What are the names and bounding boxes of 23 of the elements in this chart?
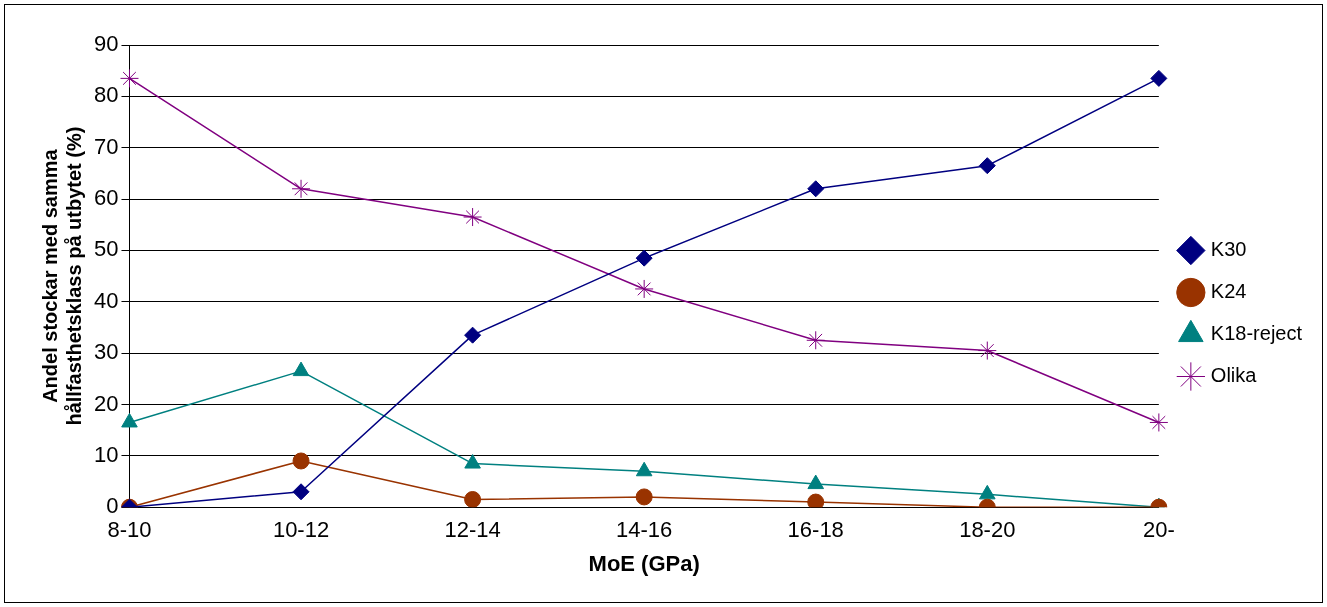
x-axis-title: MoE (GPa)	[588, 550, 700, 576]
y-tick-label: 0	[106, 493, 119, 519]
legend-label: K18-reject	[1210, 322, 1303, 345]
x-tick-label: 12-14	[444, 517, 501, 543]
x-tick-label: 20-	[1142, 517, 1175, 543]
y-tick-label: 60	[93, 185, 119, 211]
y-tick-label: 30	[93, 339, 119, 365]
y-tick-label: 50	[93, 236, 119, 262]
y-axis-title: Andel stockar med samma hållfasthetsklass på utbytet (%)	[38, 126, 85, 426]
x-tick-label: 16-18	[787, 517, 844, 543]
x-tick-label: 8-10	[107, 517, 152, 543]
y-tick-label: 20	[93, 390, 119, 416]
legend-label: Olika	[1210, 364, 1258, 387]
x-tick-label: 10-12	[272, 517, 330, 543]
x-tick-label: 14-16	[616, 517, 673, 543]
y-tick-label: 10	[93, 441, 119, 467]
legend-label: K24	[1210, 280, 1247, 303]
y-tick-label: 80	[93, 82, 119, 108]
y-tick-label: 70	[93, 133, 119, 159]
y-tick-label: 90	[93, 31, 119, 57]
legend-label: K30	[1210, 238, 1247, 261]
y-tick-label: 40	[93, 287, 119, 313]
x-tick-label: 18-20	[959, 517, 1016, 543]
